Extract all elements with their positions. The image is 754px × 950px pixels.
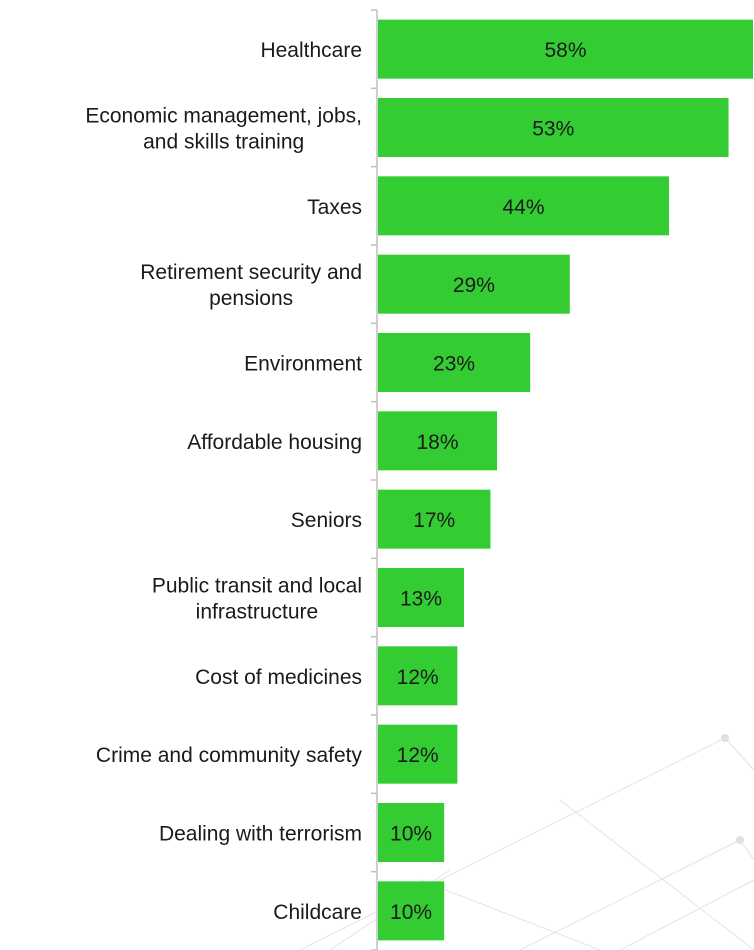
category-label: Environment	[244, 353, 362, 376]
value-label: 53%	[532, 118, 574, 141]
category-label: Crime and community safety	[96, 744, 363, 767]
bar	[378, 411, 498, 471]
value-label: 10%	[390, 823, 432, 846]
bar	[378, 19, 753, 79]
value-labels-layer: 58% 53% 44% 29% 23% 18% 17% 13% 12% 12% 10% 10%	[390, 39, 586, 924]
bar	[378, 724, 458, 784]
bar	[378, 489, 491, 549]
category-label: and skills training	[143, 131, 304, 154]
bar	[378, 568, 464, 627]
category-label: Dealing with terrorism	[159, 823, 362, 846]
category-label: Childcare	[273, 901, 362, 924]
bars-layer	[378, 19, 753, 941]
value-label: 58%	[544, 39, 586, 62]
category-label: Economic management, jobs,	[85, 105, 362, 128]
value-label: 12%	[397, 744, 439, 767]
value-label: 29%	[453, 274, 495, 297]
category-label: Public transit and local	[152, 575, 362, 598]
bar	[378, 98, 729, 157]
y-axis	[371, 9, 378, 950]
category-label: Cost of medicines	[195, 666, 362, 689]
category-labels-layer: Healthcare Economic management, jobs, and …	[85, 39, 362, 924]
value-label: 12%	[397, 666, 439, 689]
bar	[378, 333, 531, 392]
value-label: 18%	[417, 431, 459, 454]
category-label: infrastructure	[196, 601, 319, 624]
bar	[378, 881, 445, 941]
bar	[378, 176, 670, 236]
category-label: Taxes	[307, 196, 362, 219]
category-label: Seniors	[291, 509, 362, 532]
category-label: Healthcare	[260, 39, 362, 62]
category-label: Affordable housing	[187, 431, 362, 454]
bar	[378, 803, 445, 862]
value-label: 13%	[400, 588, 442, 611]
value-label: 10%	[390, 901, 432, 924]
bar	[378, 254, 570, 314]
value-label: 23%	[433, 353, 475, 376]
value-label: 44%	[502, 196, 544, 219]
bar	[378, 646, 458, 706]
value-label: 17%	[413, 509, 455, 532]
category-label: Retirement security and	[140, 261, 362, 284]
category-label: pensions	[209, 287, 293, 310]
